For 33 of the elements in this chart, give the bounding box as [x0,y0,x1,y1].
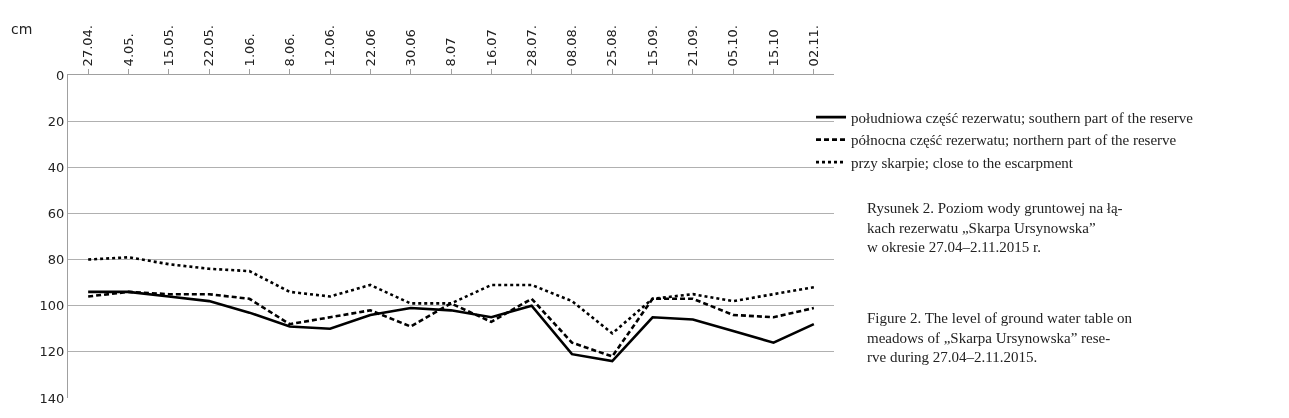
x-tick-label: 15.10 [765,29,781,67]
x-tick-label: 4.05. [120,33,136,67]
x-tick-label: 22.06 [362,29,378,67]
y-tick-label: 140 [39,390,65,406]
y-tick-label: 40 [47,159,65,175]
y-tick-label: 60 [47,205,65,221]
x-tick-label: 02.11. [806,25,822,67]
x-tick-label: 15.05. [161,25,177,67]
x-tick-label: 28.07. [523,25,539,67]
legend-label: południowa część rezerwatu; southern part of the reserve [851,109,1194,126]
x-tick-label: 12.06. [322,25,338,67]
y-tick-label: 100 [39,298,65,314]
y-tick-label: 20 [47,113,65,129]
y-axis-title: cm [11,21,33,37]
x-tick-label: 8.07 [443,37,459,67]
x-tick-label: 27.04. [80,25,96,67]
text: Rysunek 2. Poziom wody gruntowej na łą- kach rezerwatu „Skarpa Ursynowska” w okresie 27.04–2.11.2015 r. [867,200,1123,255]
caption: Figure 2. The level of ground water table on meadows of „Skarpa Ursynowska” rese- rve during 27.04–2.11.2015. [867,310,1133,365]
x-tick-label: 08.08. [564,25,580,67]
legend-label: przy skarpie; close to the escarpment [851,154,1074,171]
y-tick-label: 80 [47,252,65,268]
x-tick-label: 1.06. [241,33,257,67]
legend-label: północna część rezerwatu; northern part of the reserve [851,132,1177,149]
x-tick-label: 21.09. [685,25,701,67]
y-tick-label: 120 [39,344,65,360]
x-tick-label: 15.09. [644,25,660,67]
x-tick-label: 16.07 [483,29,499,67]
x-tick-label: 30.06 [402,29,418,67]
x-tick-label: 22.05. [201,25,217,67]
y-tick-label: 0 [56,67,65,83]
x-tick-label: 8.06. [281,33,297,67]
x-tick-label: 05.10. [725,25,741,67]
x-tick-label: 25.08. [604,25,620,67]
